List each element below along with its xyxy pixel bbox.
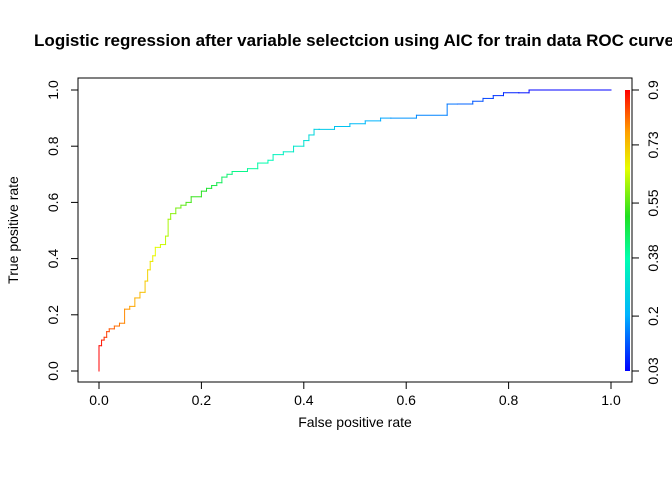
x-axis: 0.0 0.2 0.4 0.6 0.8 1.0 <box>89 381 621 408</box>
roc-curve <box>98 89 612 372</box>
x-tick-label: 0.0 <box>89 392 109 408</box>
colorbar <box>625 90 630 371</box>
colorbar-tick-label: 0.2 <box>645 306 661 326</box>
x-axis-label: False positive rate <box>298 414 412 430</box>
x-tick-label: 0.8 <box>499 392 519 408</box>
colorbar-tick-label: 0.38 <box>645 244 661 271</box>
y-axis-label: True positive rate <box>5 176 21 284</box>
y-tick-label: 1.0 <box>45 80 61 100</box>
y-tick-label: 0.4 <box>45 249 61 269</box>
x-tick-label: 0.2 <box>192 392 212 408</box>
y-tick-label: 0.6 <box>45 192 61 212</box>
y-tick-label: 0.2 <box>45 305 61 325</box>
y-axis: 0.0 0.2 0.4 0.6 0.8 1.0 <box>45 80 79 381</box>
chart-title: Logistic regression after variable selec… <box>34 31 672 50</box>
x-tick-label: 0.6 <box>396 392 416 408</box>
x-tick-label: 0.4 <box>294 392 314 408</box>
colorbar-axis: 0.03 0.2 0.38 0.55 0.73 0.9 <box>631 80 661 385</box>
x-tick-label: 1.0 <box>601 392 621 408</box>
y-tick-label: 0.8 <box>45 136 61 156</box>
colorbar-tick-label: 0.9 <box>645 80 661 100</box>
colorbar-tick-label: 0.55 <box>645 189 661 216</box>
colorbar-tick-label: 0.73 <box>645 131 661 158</box>
colorbar-tick-label: 0.03 <box>645 357 661 384</box>
y-tick-label: 0.0 <box>45 361 61 381</box>
